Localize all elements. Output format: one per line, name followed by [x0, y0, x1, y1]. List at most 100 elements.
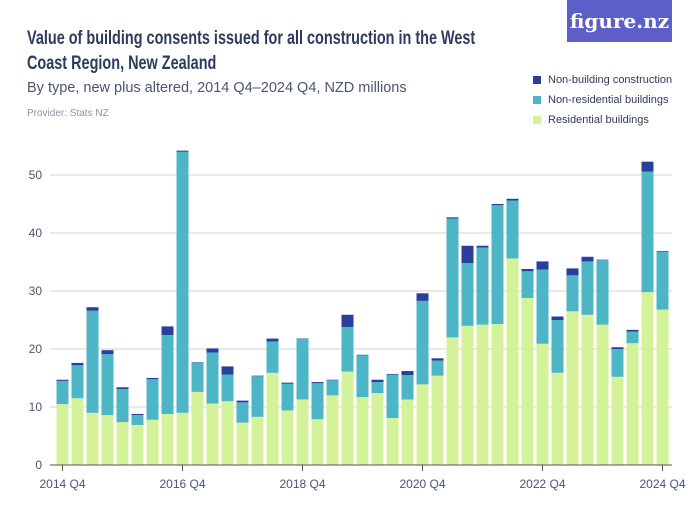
provider-label: Provider: Stats NZ — [27, 108, 109, 119]
bar-residential-buildings-2016-q3 — [161, 413, 174, 465]
bar-residential-buildings-2015-q2 — [86, 412, 99, 465]
bar-non-residential-buildings-2020-q1 — [371, 382, 384, 394]
bar-residential-buildings-2017-q2 — [206, 403, 219, 465]
bar-non-building-construction-2023-q1 — [551, 316, 564, 320]
bar-residential-buildings-2019-q3 — [341, 371, 354, 465]
bar-non-residential-buildings-2021-q2 — [446, 218, 459, 338]
bar-non-residential-buildings-2021-q1 — [431, 360, 444, 376]
bar-residential-buildings-2017-q3 — [221, 401, 234, 465]
bar-non-building-construction-2016-q4 — [176, 150, 189, 152]
bar-residential-buildings-2022-q2 — [506, 258, 519, 465]
bar-residential-buildings-2015-q1 — [71, 398, 84, 465]
bar-non-building-construction-2018-q4 — [296, 338, 309, 340]
legend-label: Non-building construction — [548, 74, 673, 86]
bar-residential-buildings-2018-q1 — [251, 416, 264, 465]
x-tick-label: 2014 Q4 — [39, 477, 85, 491]
bar-non-building-construction-2019-q4 — [356, 354, 369, 356]
bar-non-building-construction-2017-q4 — [236, 400, 249, 403]
bar-residential-buildings-2020-q1 — [371, 393, 384, 465]
bar-residential-buildings-2015-q3 — [101, 415, 114, 465]
bar-non-building-construction-2024-q4 — [656, 250, 669, 252]
bar-non-residential-buildings-2024-q1 — [611, 349, 624, 377]
bar-residential-buildings-2019-q1 — [311, 419, 324, 465]
bar-residential-buildings-2014-q4 — [56, 404, 69, 465]
bar-residential-buildings-2021-q3 — [461, 325, 474, 465]
bar-non-residential-buildings-2021-q4 — [476, 247, 489, 325]
bar-non-building-construction-2022-q2 — [506, 198, 519, 201]
chart-subtitle: By type, new plus altered, 2014 Q4–2024 … — [27, 80, 407, 96]
bar-residential-buildings-2024-q4 — [656, 309, 669, 465]
bar-non-building-construction-2020-q1 — [371, 379, 384, 383]
chart-title: Value of building consents issued for al… — [27, 28, 476, 74]
bar-non-residential-buildings-2020-q4 — [416, 300, 429, 385]
bar-non-building-construction-2015-q4 — [116, 387, 129, 390]
figure-nz-logo[interactable]: figure.nz — [567, 0, 672, 42]
bar-non-residential-buildings-2017-q2 — [206, 352, 219, 404]
bar-residential-buildings-2023-q4 — [596, 324, 609, 465]
bar-non-building-construction-2021-q1 — [431, 358, 444, 361]
bar-non-residential-buildings-2019-q2 — [326, 380, 339, 396]
bar-non-residential-buildings-2015-q1 — [71, 365, 84, 399]
bar-residential-buildings-2021-q4 — [476, 324, 489, 465]
bar-residential-buildings-2019-q2 — [326, 395, 339, 465]
x-tick-label: 2016 Q4 — [159, 477, 205, 491]
bar-non-residential-buildings-2019-q4 — [356, 355, 369, 398]
bar-non-residential-buildings-2017-q3 — [221, 374, 234, 402]
bar-residential-buildings-2023-q1 — [551, 372, 564, 465]
legend-label: Residential buildings — [548, 114, 649, 126]
bar-residential-buildings-2020-q2 — [386, 418, 399, 465]
bar-residential-buildings-2022-q4 — [536, 343, 549, 465]
bar-residential-buildings-2021-q2 — [446, 337, 459, 465]
bar-residential-buildings-2019-q4 — [356, 397, 369, 465]
bar-non-residential-buildings-2016-q3 — [161, 335, 174, 414]
bar-non-residential-buildings-2018-q2 — [266, 341, 279, 373]
bar-non-building-construction-2016-q1 — [131, 413, 144, 416]
bar-non-residential-buildings-2019-q3 — [341, 326, 354, 372]
bar-residential-buildings-2021-q1 — [431, 375, 444, 465]
x-tick-label: 2022 Q4 — [519, 477, 565, 491]
bar-non-building-construction-2021-q3 — [461, 245, 474, 264]
bar-non-residential-buildings-2019-q1 — [311, 383, 324, 420]
bar-residential-buildings-2018-q2 — [266, 372, 279, 465]
bar-non-residential-buildings-2015-q3 — [101, 354, 114, 416]
bar-non-building-construction-2019-q2 — [326, 379, 339, 381]
bar-non-residential-buildings-2017-q4 — [236, 402, 249, 423]
bar-non-residential-buildings-2018-q4 — [296, 339, 309, 400]
x-tick-label: 2020 Q4 — [399, 477, 445, 491]
bar-non-residential-buildings-2023-q3 — [581, 261, 594, 315]
bar-residential-buildings-2015-q4 — [116, 422, 129, 465]
bar-residential-buildings-2018-q4 — [296, 399, 309, 465]
bar-non-building-construction-2015-q2 — [86, 307, 99, 311]
bar-non-building-construction-2022-q1 — [491, 204, 504, 206]
bar-non-residential-buildings-2023-q1 — [551, 320, 564, 373]
bar-non-building-construction-2021-q2 — [446, 217, 459, 219]
bar-non-residential-buildings-2022-q3 — [521, 271, 534, 298]
bar-non-residential-buildings-2015-q4 — [116, 389, 129, 423]
bar-non-residential-buildings-2022-q2 — [506, 200, 519, 259]
bar-residential-buildings-2023-q3 — [581, 314, 594, 465]
bar-non-building-construction-2023-q4 — [596, 259, 609, 261]
y-tick-label: 20 — [29, 342, 43, 356]
x-tick-label: 2024 Q4 — [639, 477, 685, 491]
bar-non-building-construction-2020-q3 — [401, 371, 414, 376]
bar-non-building-construction-2016-q3 — [161, 326, 174, 336]
legend-item-non-residential: Non-residential buildings — [533, 90, 672, 110]
bar-non-building-construction-2019-q3 — [341, 314, 354, 327]
bar-non-building-construction-2014-q4 — [56, 379, 69, 381]
bar-non-residential-buildings-2023-q2 — [566, 275, 579, 312]
bar-residential-buildings-2020-q4 — [416, 384, 429, 465]
bar-non-residential-buildings-2016-q2 — [146, 379, 159, 420]
y-tick-label: 0 — [35, 458, 42, 472]
bar-residential-buildings-2016-q2 — [146, 419, 159, 465]
bar-residential-buildings-2017-q1 — [191, 391, 204, 465]
bar-non-residential-buildings-2014-q4 — [56, 380, 69, 405]
bar-residential-buildings-2024-q1 — [611, 376, 624, 465]
bar-residential-buildings-2020-q3 — [401, 399, 414, 465]
bar-non-building-construction-2023-q3 — [581, 256, 594, 262]
bar-non-building-construction-2018-q2 — [266, 338, 279, 342]
bar-non-residential-buildings-2017-q1 — [191, 362, 204, 392]
bar-non-building-construction-2020-q2 — [386, 373, 399, 375]
bar-non-building-construction-2016-q2 — [146, 378, 159, 380]
bar-non-building-construction-2024-q1 — [611, 347, 624, 349]
